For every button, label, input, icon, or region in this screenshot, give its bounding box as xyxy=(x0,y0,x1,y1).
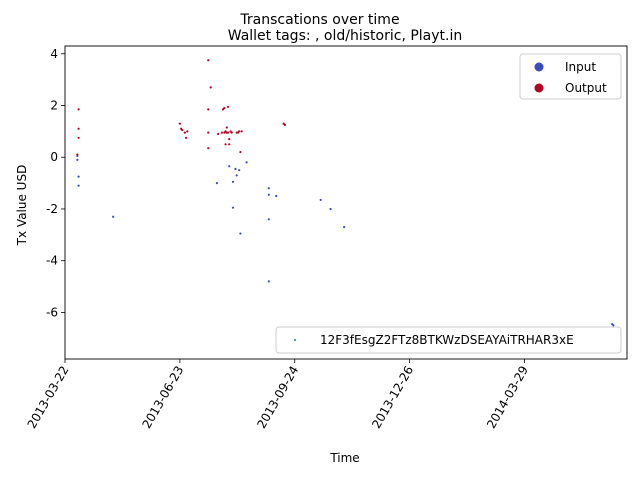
input-point xyxy=(245,161,248,164)
output-point xyxy=(238,130,241,133)
chart-title: Transcations over time xyxy=(239,12,399,28)
output-point xyxy=(224,143,227,146)
output-point xyxy=(239,150,242,154)
input-point xyxy=(238,169,241,172)
x-axis: 2013-03-22 2013-06-23 2013-09-24 2013-12-26… xyxy=(25,359,531,431)
input-point xyxy=(77,184,80,187)
y-tick-label: -6 xyxy=(46,305,58,319)
output-point xyxy=(183,131,186,134)
input-point xyxy=(275,194,278,198)
input-point xyxy=(231,180,235,183)
y-axis-label: Tx Value USD xyxy=(15,165,29,247)
input-point xyxy=(215,181,219,185)
x-tick-label: 2013-12-26 xyxy=(369,364,416,431)
input-point xyxy=(612,324,615,327)
y-tick-label: 0 xyxy=(50,150,58,164)
input-point xyxy=(239,232,242,235)
output-point xyxy=(207,59,210,62)
legend-input-marker xyxy=(534,62,544,72)
output-point xyxy=(76,153,79,156)
output-point xyxy=(230,131,233,134)
input-point xyxy=(329,207,332,211)
input-point xyxy=(267,187,270,190)
output-point xyxy=(226,105,230,108)
input-point xyxy=(235,174,238,177)
legend-wallet-label: 12F3fEsgZ2FTz8BTKWzDSEAYAiTRHAR3xE xyxy=(320,333,574,347)
output-point xyxy=(77,127,80,130)
output-point xyxy=(207,147,210,150)
x-tick-label: 2013-06-23 xyxy=(139,364,186,431)
output-point xyxy=(240,130,243,133)
output-point xyxy=(225,126,228,129)
output-point xyxy=(77,136,80,139)
input-point xyxy=(343,225,346,229)
input-point xyxy=(267,280,270,283)
legend-input-label: Input xyxy=(565,60,596,74)
output-point xyxy=(186,130,189,133)
legend-wallet-frame xyxy=(275,326,622,354)
x-tick-label: 2013-09-24 xyxy=(254,364,301,431)
output-point xyxy=(184,136,188,139)
input-point xyxy=(234,167,237,170)
legend-series: Input Output xyxy=(519,53,622,100)
input-point xyxy=(267,218,270,221)
output-point xyxy=(209,86,212,89)
input-point xyxy=(77,175,80,178)
output-point xyxy=(223,106,226,110)
data-points xyxy=(76,59,615,327)
x-tick-label: 2014-03-29 xyxy=(484,364,531,431)
output-point xyxy=(207,108,210,111)
x-tick-label: 2013-03-22 xyxy=(25,364,72,431)
y-tick-label: -2 xyxy=(46,202,58,216)
output-point xyxy=(228,138,231,141)
y-tick-label: 4 xyxy=(50,47,58,61)
x-axis-label: Time xyxy=(329,451,359,465)
output-point xyxy=(228,143,231,146)
output-point xyxy=(207,131,210,134)
y-tick-label: -4 xyxy=(46,254,58,268)
input-point xyxy=(228,165,231,168)
input-point xyxy=(267,193,270,196)
output-point xyxy=(283,123,286,126)
legend-wallet: 12F3fEsgZ2FTz8BTKWzDSEAYAiTRHAR3xE xyxy=(275,326,622,354)
input-point xyxy=(231,206,235,209)
legend-series-frame xyxy=(519,53,622,100)
output-point xyxy=(178,122,181,125)
input-point xyxy=(112,215,115,218)
output-point xyxy=(217,132,220,136)
y-axis: 4 2 0 -2 -4 -6 xyxy=(46,47,65,319)
output-point xyxy=(226,131,230,134)
output-point xyxy=(181,128,184,132)
legend-output-marker xyxy=(534,83,544,93)
legend-wallet-marker xyxy=(294,339,296,341)
output-point xyxy=(220,131,223,134)
y-tick-label: 2 xyxy=(50,98,58,112)
input-point xyxy=(319,198,322,202)
legend-output-label: Output xyxy=(565,81,607,95)
output-point xyxy=(77,108,80,111)
chart-subtitle: Wallet tags: , old/historic, Playt.in xyxy=(228,28,463,44)
input-point xyxy=(76,158,79,161)
